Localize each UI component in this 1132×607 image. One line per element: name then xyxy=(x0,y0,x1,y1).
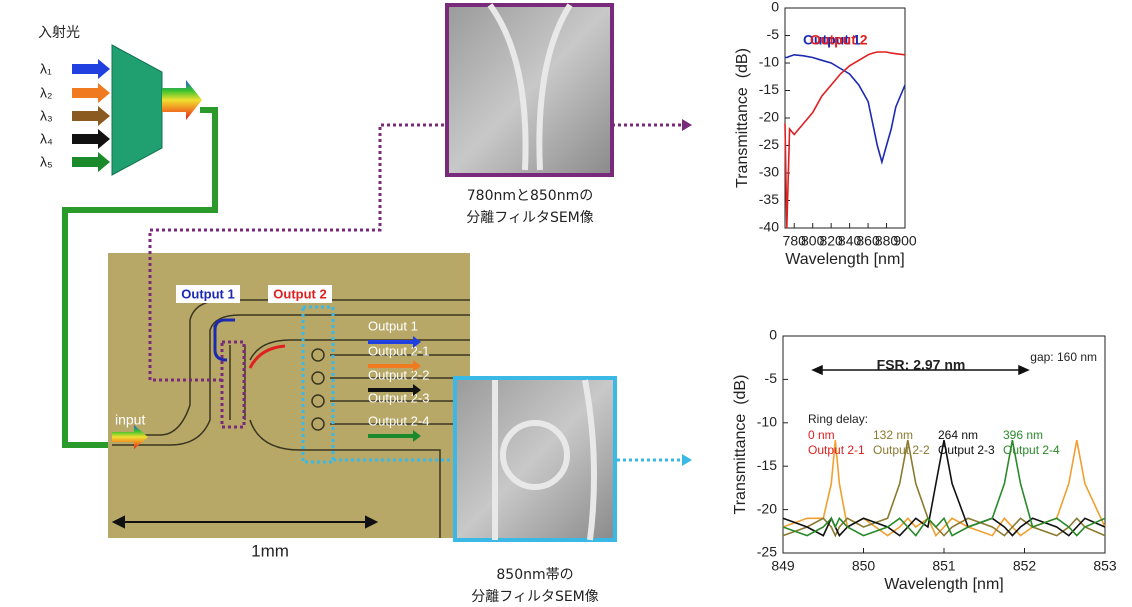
arrow xyxy=(72,152,110,172)
x-tick-label: 900 xyxy=(893,233,917,249)
drop-label: Output 1 xyxy=(181,286,234,301)
caption: 分離フィルタSEM像 xyxy=(471,588,599,605)
legend-delay: 0 nm xyxy=(808,428,835,442)
legend-delay: 132 nm xyxy=(873,428,913,442)
scale-label: 1mm xyxy=(251,541,289,560)
x-tick-label: 850 xyxy=(852,558,876,574)
y-tick-label: -20 xyxy=(757,500,777,516)
caption: 780nmと850nmの xyxy=(467,188,593,204)
arrow xyxy=(72,59,110,79)
through-label: Output 2 xyxy=(273,286,326,301)
sem-image xyxy=(447,5,612,175)
legend-label: Output 2-2 xyxy=(873,443,930,457)
x-axis-label: Wavelength [nm] xyxy=(785,251,904,268)
wavelength: λ₄ xyxy=(40,131,53,147)
arrow xyxy=(72,83,110,103)
arrow xyxy=(72,129,110,149)
wavelength: λ₃ xyxy=(40,108,53,124)
x-axis-label: Wavelength [nm] xyxy=(884,576,1003,593)
x-tick-label: 851 xyxy=(932,558,956,574)
y-tick-label: -40 xyxy=(759,219,779,235)
y-axis-label: Transmittance (dB) xyxy=(732,375,749,515)
annotation: gap: 160 nm xyxy=(1030,350,1097,364)
wavelength: λ₂ xyxy=(40,85,52,101)
caption: 分離フィルタSEM像 xyxy=(466,209,594,226)
y-tick-label: -30 xyxy=(759,164,779,180)
legend-delay: 396 nm xyxy=(1003,428,1043,442)
output-label: Output 2-2 xyxy=(368,367,429,382)
figure: 入射光 λ₁ λ₂ λ₃ λ₄ λ₅ input Output 1 Output… xyxy=(0,0,1132,607)
wavelength: λ₁ xyxy=(40,61,52,77)
output-label: Output 2-3 xyxy=(368,390,429,405)
input-label: 入射光 xyxy=(38,25,80,41)
x-tick-label: 852 xyxy=(1013,558,1037,574)
y-tick-label: -20 xyxy=(759,109,779,125)
output-label: Output 2-1 xyxy=(368,343,429,358)
arrow xyxy=(682,454,692,466)
y-tick-label: -25 xyxy=(759,136,779,152)
y-tick-label: -35 xyxy=(759,191,779,207)
legend-title: Ring delay: xyxy=(808,412,868,426)
wavelength-inputs: λ₁ λ₂ λ₃ λ₄ λ₅ xyxy=(40,59,110,172)
arrow xyxy=(682,119,692,131)
legend-label: Output 2 xyxy=(810,32,868,48)
y-tick-label: -10 xyxy=(757,414,777,430)
y-tick-label: 0 xyxy=(771,0,779,15)
output-label: Output 1 xyxy=(368,318,418,333)
y-tick-label: -10 xyxy=(759,54,779,70)
legend-label: Output 2-3 xyxy=(938,443,995,457)
legend-delay: 264 nm xyxy=(938,428,978,442)
legend-label: Output 2-4 xyxy=(1003,443,1060,457)
x-tick-label: 853 xyxy=(1093,558,1117,574)
annotation: FSR: 2.97 nm xyxy=(877,357,966,373)
x-tick-label: 849 xyxy=(771,558,795,574)
combined-arrow xyxy=(162,80,202,120)
y-tick-label: 0 xyxy=(769,327,777,343)
legend-label: Output 2-1 xyxy=(808,443,865,457)
y-tick-label: -15 xyxy=(759,81,779,97)
y-tick-label: -5 xyxy=(767,26,780,42)
output-label: Output 2-4 xyxy=(368,413,429,428)
y-tick-label: -5 xyxy=(765,370,778,386)
caption: 850nm帯の xyxy=(496,567,573,583)
y-axis-label: Transmittance (dB) xyxy=(734,48,751,188)
multiplexer xyxy=(112,45,162,175)
input-text: input xyxy=(115,412,145,428)
wavelength: λ₅ xyxy=(40,154,53,170)
y-tick-label: -15 xyxy=(757,457,777,473)
arrow xyxy=(72,106,110,126)
